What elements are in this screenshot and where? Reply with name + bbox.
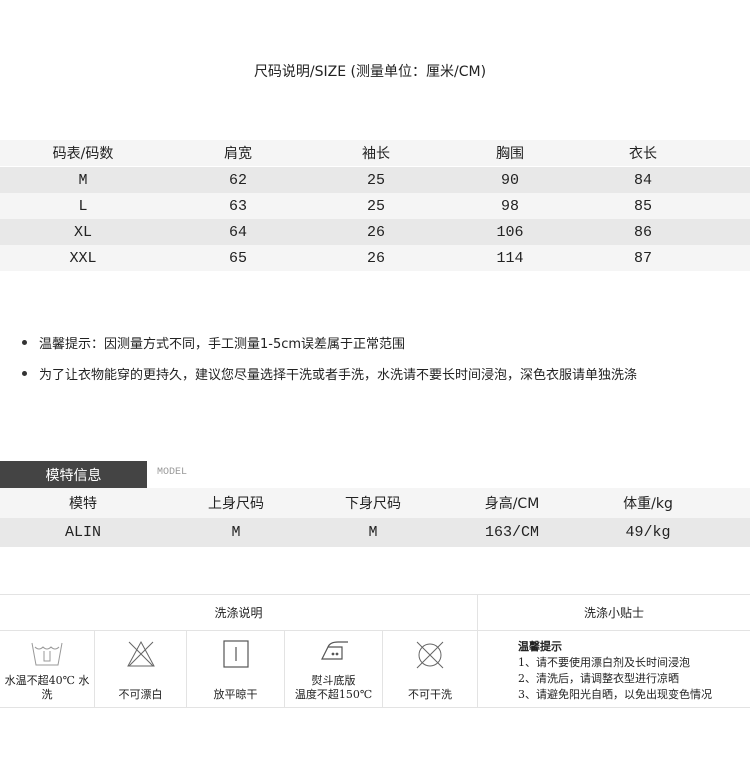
care-header: 洗涤说明 xyxy=(0,595,478,631)
page-title: 尺码说明/SIZE (测量单位：厘米/CM) xyxy=(253,64,487,80)
size-table-row: M 62 25 90 84 xyxy=(0,167,750,193)
table-cell: 106 xyxy=(496,223,524,241)
table-cell: 62 xyxy=(228,171,248,189)
table-cell: 49/kg xyxy=(625,524,671,541)
table-cell: 26 xyxy=(366,249,386,267)
header-cell: 身高/CM xyxy=(484,496,540,512)
header-cell: 上身尺码 xyxy=(208,496,264,512)
care-item: 放平晾干 xyxy=(187,631,285,708)
care-tips: 温馨提示 1、请不要使用漂白剂及长时间浸泡 2、清洗后，请调整衣型进行凉晒 3、… xyxy=(518,639,712,703)
care-label: 熨斗底版 温度不超150℃ xyxy=(294,674,373,701)
care-label: 不可漂白 xyxy=(118,688,163,701)
tip-item: 2、清洗后，请调整衣型进行凉晒 xyxy=(518,672,679,685)
table-cell: M xyxy=(231,524,241,541)
header-cell: 模特 xyxy=(69,496,97,512)
hand-wash-icon xyxy=(31,642,63,666)
model-table-header: 模特 上身尺码 下身尺码 身高/CM 体重/kg xyxy=(0,488,750,518)
tips-title: 温馨提示 xyxy=(518,640,562,653)
model-table-row: ALIN M M 163/CM 49/kg xyxy=(0,518,750,547)
table-cell: 114 xyxy=(496,249,524,267)
care-item: 水温不超40℃ 水洗 xyxy=(0,631,95,708)
table-cell: 25 xyxy=(366,197,386,215)
table-cell: 64 xyxy=(228,223,248,241)
care-label: 不可干洗 xyxy=(408,688,452,701)
model-tab-sub: MODEL xyxy=(157,467,188,478)
no-dry-clean-icon xyxy=(416,641,444,669)
header-cell: 衣长 xyxy=(629,146,657,162)
model-tab: 模特信息 xyxy=(0,461,147,488)
header-cell: 胸围 xyxy=(496,146,524,162)
note-text: 温馨提示：因测量方式不同，手工测量1-5cm误差属于正常范围 xyxy=(39,337,406,352)
iron-icon xyxy=(320,641,348,660)
table-cell: 65 xyxy=(228,249,248,267)
care-section: 洗涤说明 洗涤小贴士 水温不超40℃ 水洗 不可漂白 放平晾干 熨斗底版 温度不… xyxy=(0,594,750,708)
table-cell: XL xyxy=(73,223,93,241)
no-bleach-icon xyxy=(126,640,155,667)
tips-header: 洗涤小贴士 xyxy=(478,595,750,631)
table-cell: 163/CM xyxy=(484,524,540,541)
bullet-icon xyxy=(22,340,27,345)
table-cell: M xyxy=(78,171,88,189)
header-cell: 袖长 xyxy=(362,146,390,162)
note-item: 为了让衣物能穿的更持久，建议您尽量选择干洗或者手洗，水洗请不要长时间浸泡，深色衣… xyxy=(22,364,637,383)
table-cell: 25 xyxy=(366,171,386,189)
note-text: 为了让衣物能穿的更持久，建议您尽量选择干洗或者手洗，水洗请不要长时间浸泡，深色衣… xyxy=(39,368,638,383)
size-table-row: XL 64 26 106 86 xyxy=(0,219,750,245)
size-table-row: XXL 65 26 114 87 xyxy=(0,245,750,271)
care-item: 不可漂白 xyxy=(95,631,187,708)
bullet-icon xyxy=(22,371,27,376)
header-cell: 下身尺码 xyxy=(345,496,401,512)
table-cell: 87 xyxy=(633,249,653,267)
table-cell: 86 xyxy=(633,223,653,241)
care-label: 放平晾干 xyxy=(213,688,258,701)
table-cell: M xyxy=(368,524,378,541)
care-item: 不可干洗 xyxy=(383,631,478,708)
note-item: 温馨提示：因测量方式不同，手工测量1-5cm误差属于正常范围 xyxy=(22,333,405,352)
header-cell: 体重/kg xyxy=(623,496,673,512)
size-table-header: 码表/码数 肩宽 袖长 胸围 衣长 xyxy=(0,140,750,166)
table-cell: 90 xyxy=(500,171,520,189)
table-cell: 26 xyxy=(366,223,386,241)
header-cell: 肩宽 xyxy=(224,146,252,162)
table-cell: 98 xyxy=(500,197,520,215)
table-cell: XXL xyxy=(69,249,97,267)
table-cell: 63 xyxy=(228,197,248,215)
table-cell: L xyxy=(78,197,88,215)
table-cell: 85 xyxy=(633,197,653,215)
dry-flat-icon xyxy=(222,640,249,668)
care-label: 水温不超40℃ 水洗 xyxy=(4,674,90,701)
care-item: 熨斗底版 温度不超150℃ xyxy=(285,631,383,708)
size-table-row: L 63 25 98 85 xyxy=(0,193,750,219)
header-cell: 码表/码数 xyxy=(52,146,114,162)
table-cell: ALIN xyxy=(64,524,102,541)
table-cell: 84 xyxy=(633,171,653,189)
tip-item: 1、请不要使用漂白剂及长时间浸泡 xyxy=(518,656,690,669)
tip-item: 3、请避免阳光自晒，以免出现变色情况 xyxy=(518,688,712,701)
